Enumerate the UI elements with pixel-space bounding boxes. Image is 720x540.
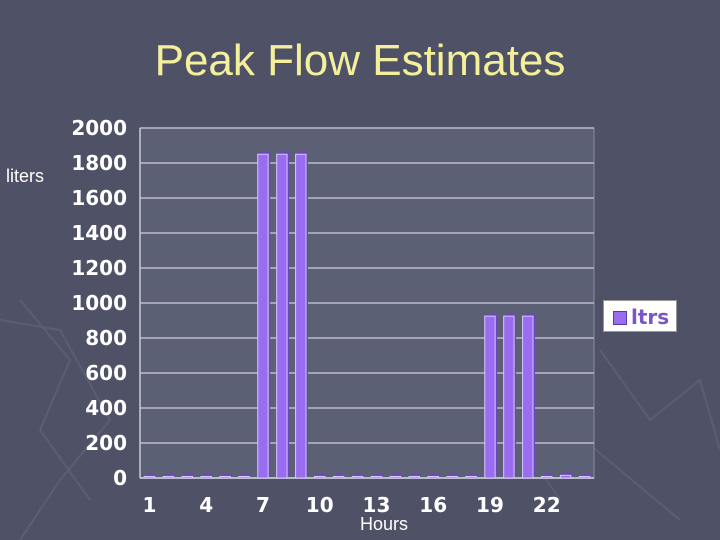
y-tick-label: 200 [85,431,127,455]
x-tick-label: 10 [306,493,334,517]
bar [465,476,477,479]
bar-shadow [146,473,157,475]
y-tick-label: 1600 [71,186,127,210]
bar-shadow [392,473,403,475]
bar [370,476,383,479]
bar-shadow [430,473,441,475]
bar-shadow [221,473,233,475]
bar-shadow [165,473,176,475]
bar-shadow [581,473,592,475]
bar-shadow [562,472,573,475]
bar [559,474,572,479]
x-axis-label: Hours [360,514,409,534]
bar [408,476,420,479]
bar-shadow [467,473,479,475]
bar-shadow [240,473,252,475]
bar [143,476,156,479]
y-axis-label: liters [6,166,45,186]
bar-shadow [316,473,327,475]
y-tick-label: 800 [85,326,127,350]
bar-shadow [354,473,365,475]
bar [276,153,288,479]
bar [200,476,212,479]
bar [503,315,515,479]
bar-shadow [335,473,346,475]
bar [257,153,269,479]
y-tick-label: 1800 [71,151,127,175]
bar [446,476,458,479]
bar [484,315,496,479]
bar [578,476,591,479]
bar [219,476,231,479]
bar [522,315,534,479]
bar [162,476,175,479]
y-tick-label: 0 [113,466,127,490]
x-tick-label: 1 [142,493,156,517]
bar-shadow [373,473,384,475]
bar-shadow [448,473,460,475]
x-tick-label: 13 [363,493,391,517]
bar [332,476,345,479]
chart-legend: ltrs [603,300,677,332]
x-tick-label: 4 [199,493,213,517]
y-tick-label: 2000 [71,116,127,140]
slide-title: Peak Flow Estimates [154,36,566,85]
bar [314,476,326,479]
bar [427,476,439,479]
x-tick-label: 16 [419,493,447,517]
bar [295,153,307,479]
bar-shadow [411,473,422,475]
bar [389,476,402,479]
bar [351,476,364,479]
bar-shadow [184,473,195,475]
bar [541,476,553,479]
y-tick-label: 1200 [71,256,127,280]
bar-shadow [203,473,214,475]
legend-label: ltrs [631,305,670,329]
x-tick-label: 22 [533,493,561,517]
y-tick-label: 600 [85,361,127,385]
legend-swatch [613,311,627,325]
bar [181,476,193,479]
y-tick-label: 1400 [71,221,127,245]
bar [238,476,250,479]
x-tick-label: 19 [476,493,504,517]
y-tick-label: 1000 [71,291,127,315]
y-tick-label: 400 [85,396,127,420]
x-tick-label: 7 [256,493,270,517]
bar-shadow [543,473,554,475]
